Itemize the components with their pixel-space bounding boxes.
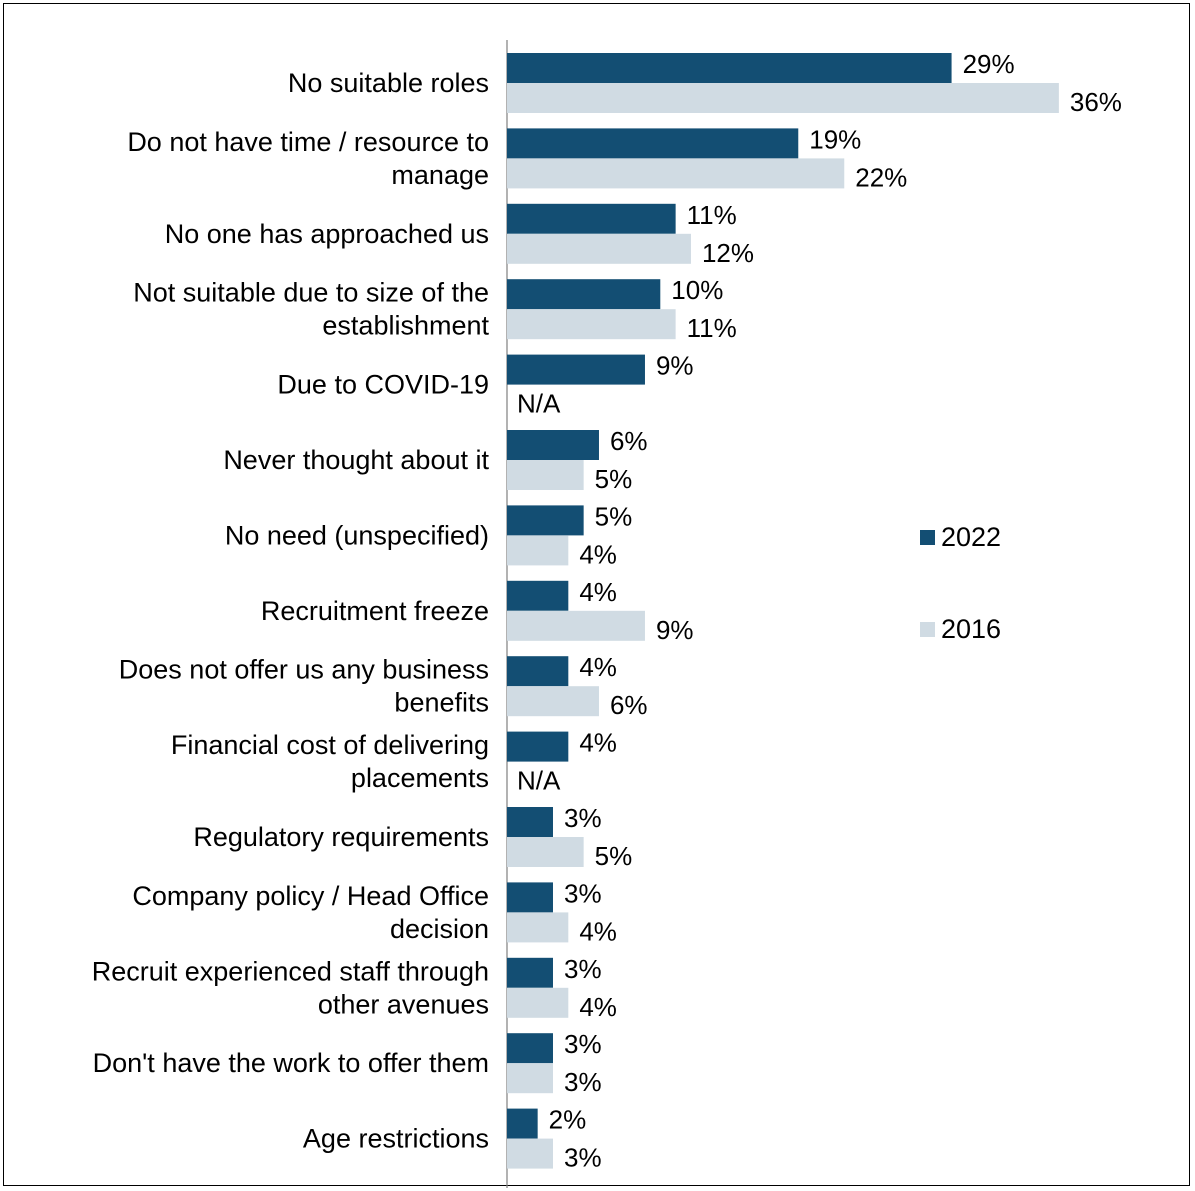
category-label: No need (unspecified)	[225, 520, 489, 550]
data-label-2016-14: 3%	[564, 1143, 602, 1173]
data-label-2022-10: 3%	[564, 803, 602, 833]
data-label-2016-0: 36%	[1070, 87, 1122, 117]
category-label: placements	[351, 763, 489, 793]
category-label: Do not have time / resource to	[127, 127, 489, 157]
bar-2022-5	[507, 430, 599, 460]
bar-2022-3	[507, 279, 661, 310]
data-label-2022-12: 3%	[564, 954, 602, 984]
legend-swatch-2022	[920, 530, 935, 545]
category-label: other avenues	[318, 989, 489, 1019]
data-label-2016-10: 5%	[595, 841, 633, 871]
data-label-2022-1: 19%	[809, 124, 861, 154]
data-label-2016-12: 4%	[579, 992, 617, 1022]
category-label: Age restrictions	[303, 1124, 489, 1154]
bar-2016-13	[507, 1063, 553, 1094]
bar-2016-7	[507, 610, 645, 641]
data-label-2016-9: N/A	[517, 766, 561, 796]
legend-label-2022: 2022	[941, 522, 1001, 552]
bar-2016-1	[507, 158, 845, 189]
bar-2022-2	[507, 203, 676, 234]
bar-2022-13	[507, 1033, 553, 1064]
data-label-2022-2: 11%	[687, 200, 737, 230]
bar-2016-8	[507, 686, 599, 717]
bar-2016-12	[507, 987, 569, 1018]
data-label-2016-5: 5%	[595, 464, 633, 494]
category-label: No suitable roles	[288, 68, 489, 98]
data-label-2022-0: 29%	[963, 49, 1015, 79]
category-label: Recruitment freeze	[261, 596, 489, 626]
data-label-2016-13: 3%	[564, 1067, 602, 1097]
category-label: Don't have the work to offer them	[93, 1048, 489, 1078]
bar-2016-5	[507, 460, 584, 490]
category-label: Not suitable due to size of the	[133, 278, 489, 308]
data-label-2016-3: 11%	[687, 313, 737, 343]
data-label-2022-11: 3%	[564, 878, 602, 908]
data-label-2022-6: 5%	[595, 501, 633, 531]
category-label: Does not offer us any business	[119, 655, 489, 685]
data-label-2022-9: 4%	[579, 728, 617, 758]
bar-2022-4	[507, 354, 645, 385]
bar-2022-1	[507, 128, 799, 159]
bar-2016-14	[507, 1138, 553, 1169]
category-label: Financial cost of delivering	[171, 730, 489, 760]
bar-2022-7	[507, 580, 569, 611]
category-label: No one has approached us	[165, 219, 489, 249]
bar-2016-11	[507, 912, 569, 943]
data-label-2022-5: 6%	[610, 426, 648, 456]
bar-2016-6	[507, 535, 569, 566]
bar-2016-2	[507, 233, 691, 264]
data-label-2016-4: N/A	[517, 389, 561, 419]
bar-2022-10	[507, 807, 553, 837]
legend-swatch-2016	[920, 622, 935, 637]
category-label: Regulatory requirements	[193, 822, 489, 852]
data-label-2022-7: 4%	[579, 577, 617, 607]
bar-2022-0	[507, 53, 952, 83]
data-label-2016-2: 12%	[702, 238, 754, 268]
bar-2022-6	[507, 505, 584, 536]
bar-2022-12	[507, 957, 553, 988]
data-label-2022-8: 4%	[579, 652, 617, 682]
bar-2022-8	[507, 656, 569, 687]
category-label: Company policy / Head Office	[132, 881, 489, 911]
category-label: benefits	[394, 688, 489, 718]
category-label: decision	[390, 914, 489, 944]
bar-2022-9	[507, 731, 569, 762]
category-label: Due to COVID-19	[277, 370, 489, 400]
category-label: manage	[391, 160, 489, 190]
data-label-2022-13: 3%	[564, 1029, 602, 1059]
bar-2016-3	[507, 309, 676, 340]
data-label-2022-3: 10%	[671, 275, 723, 305]
chart-frame	[3, 3, 1190, 1186]
data-label-2016-11: 4%	[579, 916, 617, 946]
data-label-2016-1: 22%	[855, 162, 907, 192]
category-label: Never thought about it	[223, 445, 489, 475]
category-label: Recruit experienced staff through	[92, 956, 489, 986]
data-label-2022-14: 2%	[549, 1105, 587, 1135]
bar-2022-11	[507, 882, 553, 913]
data-label-2022-4: 9%	[656, 351, 694, 381]
bar-2016-10	[507, 837, 584, 867]
data-label-2016-6: 4%	[579, 539, 617, 569]
bar-2022-14	[507, 1108, 538, 1139]
data-label-2016-8: 6%	[610, 690, 648, 720]
legend-label-2016: 2016	[941, 614, 1001, 644]
bar-2016-0	[507, 83, 1059, 113]
category-label: establishment	[322, 311, 489, 341]
data-label-2016-7: 9%	[656, 615, 694, 645]
